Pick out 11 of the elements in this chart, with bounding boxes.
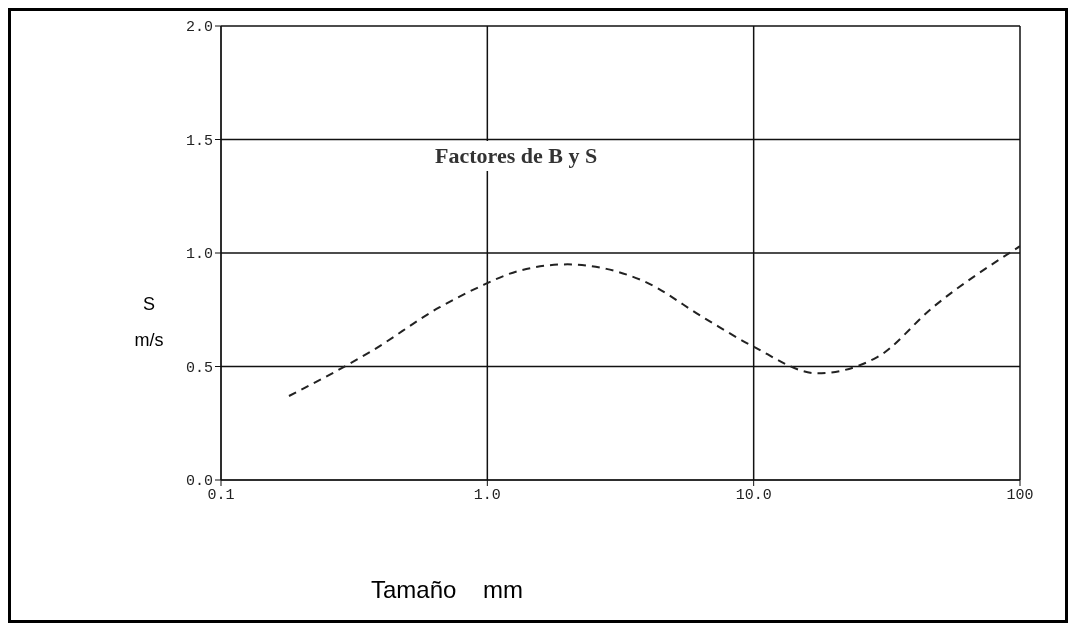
- x-axis-title: Tamaño mm: [371, 576, 524, 604]
- y-tick-label: 1.5: [185, 132, 213, 150]
- text: Factores de B y S: [431, 141, 602, 171]
- y-tick-label: 1.0: [185, 246, 213, 264]
- y-tick-label: 0.5: [185, 359, 213, 377]
- x-tick-label: 10.0: [735, 486, 772, 504]
- x-tick-label: 100: [1006, 486, 1034, 504]
- x-tick-label: 0.1: [207, 486, 235, 504]
- y-axis-title: S m/s: [133, 293, 165, 352]
- y-tick-label: 2.0: [185, 19, 213, 37]
- x-tick-label: 1.0: [473, 486, 501, 504]
